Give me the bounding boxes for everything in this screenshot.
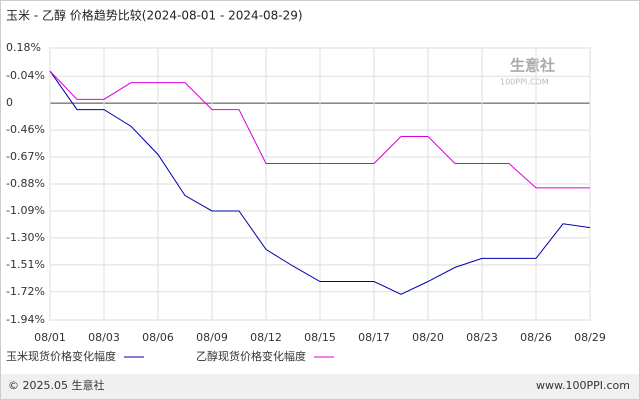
footer-band: [1, 374, 639, 399]
x-tick-label: 08/03: [88, 331, 120, 344]
y-tick-label: -1.51%: [6, 258, 45, 271]
y-tick-label: -1.94%: [6, 313, 45, 326]
y-tick-label: -0.46%: [6, 123, 45, 136]
y-tick-label: 0.18%: [6, 41, 41, 54]
y-tick-label: 0: [6, 96, 13, 109]
y-tick-label: -0.04%: [6, 69, 45, 82]
legend-label: 乙醇现货价格变化幅度: [196, 349, 306, 363]
footer-right: www.100PPI.com: [536, 379, 630, 392]
y-tick-label: -0.67%: [6, 150, 45, 163]
x-tick-label: 08/23: [466, 331, 498, 344]
x-tick-label: 08/09: [196, 331, 228, 344]
series-line: [49, 70, 591, 295]
x-tick-label: 08/20: [412, 331, 444, 344]
x-tick-label: 08/01: [34, 331, 66, 344]
x-tick-label: 08/12: [250, 331, 282, 344]
x-tick-label: 08/17: [358, 331, 390, 344]
series-line: [49, 70, 590, 189]
x-tick-label: 08/06: [142, 331, 174, 344]
legend-label: 玉米现货价格变化幅度: [6, 349, 116, 363]
footer-left: © 2025.05 生意社: [8, 378, 104, 392]
x-tick-label: 08/15: [304, 331, 336, 344]
watermark-sub: 100PPI.COM: [500, 78, 549, 87]
y-tick-label: -1.30%: [6, 231, 45, 244]
chart-title: 玉米 - 乙醇 价格趋势比较(2024-08-01 - 2024-08-29): [6, 8, 303, 23]
watermark: 生意社: [510, 57, 555, 75]
y-tick-label: -1.72%: [6, 285, 45, 298]
x-tick-label: 08/26: [520, 331, 552, 344]
y-tick-label: -0.88%: [6, 177, 45, 190]
y-tick-label: -1.09%: [6, 204, 45, 217]
x-tick-label: 08/29: [574, 331, 606, 344]
